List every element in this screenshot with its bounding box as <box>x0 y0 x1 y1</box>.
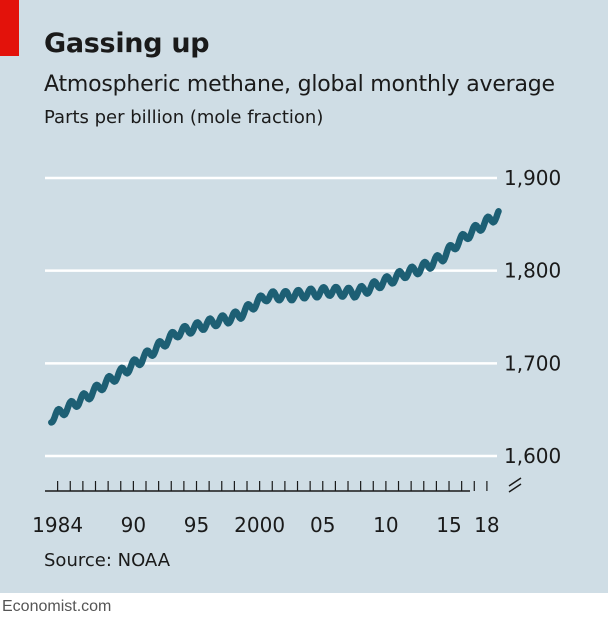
y-axis-labels: 1,600 1,700 1,800 1,900 <box>504 166 561 468</box>
chart-title: Gassing up <box>44 28 210 59</box>
methane-series-line <box>48 208 502 426</box>
gridlines <box>45 176 497 458</box>
x-axis <box>45 481 488 492</box>
brand-accent-bar <box>0 0 19 56</box>
y-tick-label: 1,600 <box>504 444 561 468</box>
series-layer <box>48 208 502 426</box>
x-tick-label: 2000 <box>234 513 285 537</box>
y-tick-label: 1,900 <box>504 166 561 190</box>
x-tick-label: 15 <box>436 513 461 537</box>
y-tick-label: 1,700 <box>504 351 561 375</box>
x-tick-label: 90 <box>121 513 146 537</box>
unit-label: Parts per billion (mole fraction) <box>44 107 324 128</box>
publisher-credit: Economist.com <box>2 598 112 615</box>
axis-break-mark <box>508 477 522 493</box>
x-tick-label: 05 <box>310 513 335 537</box>
x-axis-labels: 1984 90 95 2000 05 10 15 18 <box>32 513 499 537</box>
axis-break-icon <box>508 477 522 493</box>
x-tick-label: 95 <box>184 513 209 537</box>
source-note: Source: NOAA <box>44 550 171 571</box>
chart-subtitle: Atmospheric methane, global monthly aver… <box>44 72 555 97</box>
x-tick-label: 1984 <box>32 513 83 537</box>
y-tick-label: 1,800 <box>504 259 561 283</box>
x-tick-label: 10 <box>373 513 398 537</box>
x-tick-label: 18 <box>474 513 499 537</box>
